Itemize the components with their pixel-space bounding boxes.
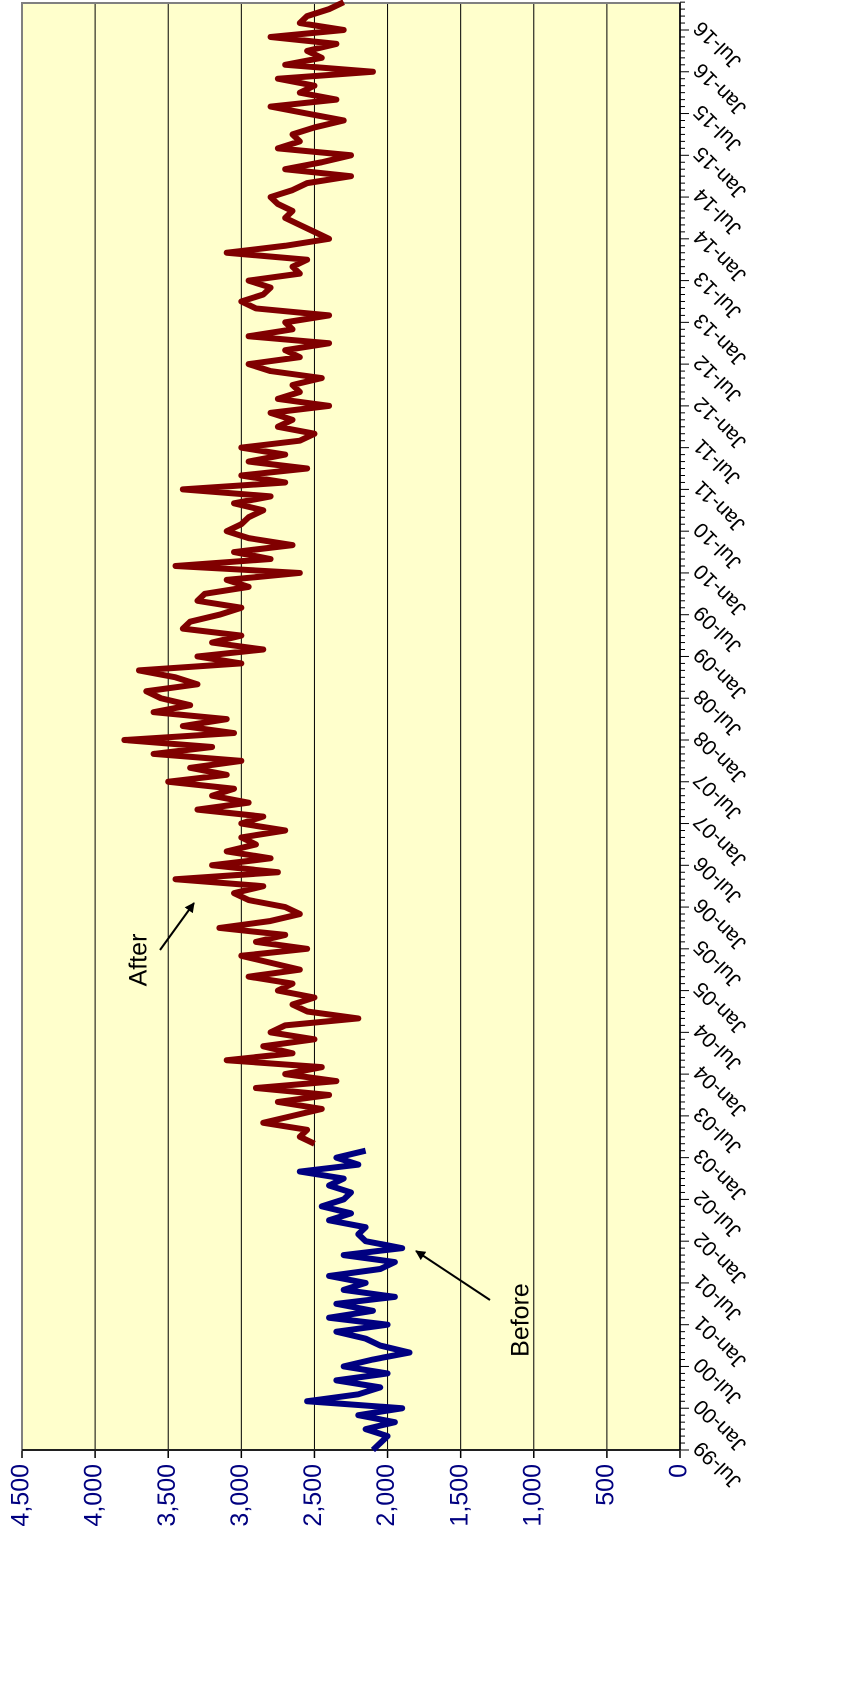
y-tick-label: 0 [665,1464,693,1478]
series-line [121,0,376,1147]
x-tick-label: Jul-16 [689,17,746,74]
annotation-arrow [415,1250,491,1301]
plot-area [22,3,680,1450]
y-tick-label: 2,500 [299,1464,327,1527]
y-tick-label: 2,000 [372,1464,400,1527]
series-line [296,1147,413,1453]
y-tick-label: 1,000 [518,1464,546,1527]
annotation: Before [507,1283,535,1357]
annotation: After [125,934,153,987]
chart-body: 0 500 1,000 1,500 2,000 2,500 3,000 3,500 4,000 4… [7,0,751,1527]
y-tick-label: 4,500 [7,1464,35,1527]
y-tick-label: 3,500 [153,1464,181,1527]
y-tick-label: 4,000 [80,1464,108,1527]
y-tick-label: 3,000 [226,1464,254,1527]
y-tick-label: 500 [591,1464,619,1506]
annotation-arrow [159,902,195,951]
y-tick-label: 1,500 [445,1464,473,1527]
